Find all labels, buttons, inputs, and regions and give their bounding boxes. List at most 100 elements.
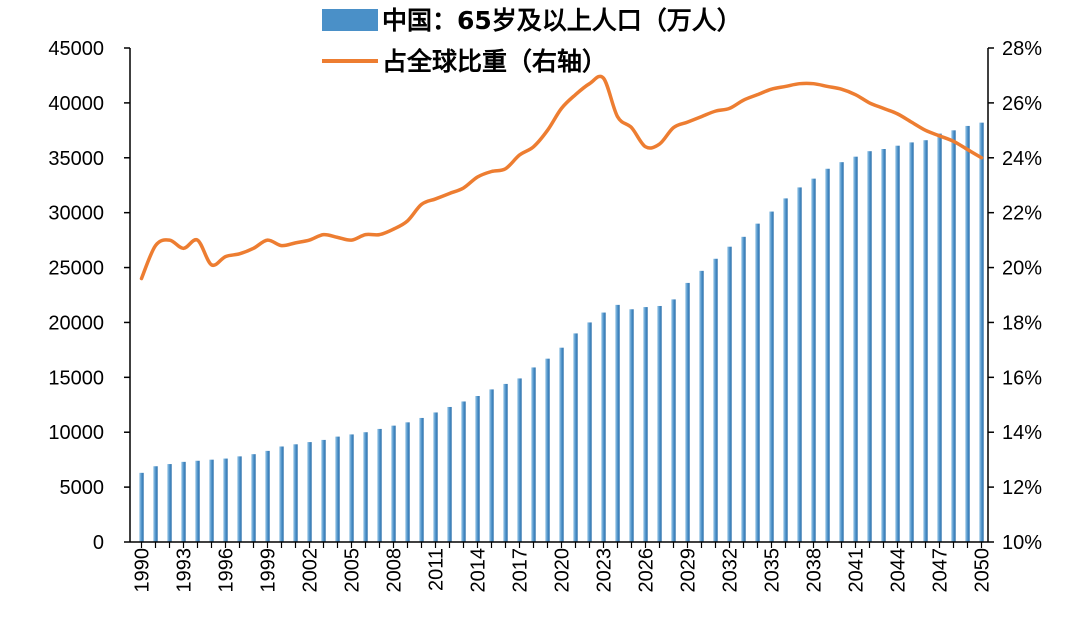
bar-2024: [615, 304, 620, 542]
bar-1992: [167, 464, 172, 542]
right-tick-label: 28%: [1002, 38, 1042, 60]
left-tick-label: 45000: [48, 38, 104, 60]
x-tick-label: 2035: [762, 548, 784, 593]
bar-2031: [713, 258, 718, 542]
bar-2012: [447, 406, 452, 542]
bar-2017: [517, 378, 522, 542]
bar-2002: [307, 442, 312, 542]
legend: 中国：65岁及以上人口（万人） 占全球比重（右轴）: [322, 6, 742, 76]
bar-2001: [293, 444, 298, 542]
x-tick-label: 2017: [510, 548, 532, 593]
right-tick-label: 22%: [1002, 203, 1042, 225]
x-tick-label: 1999: [258, 548, 280, 593]
bar-2010: [419, 417, 424, 542]
bar-2048: [951, 130, 956, 542]
bar-1995: [209, 459, 214, 542]
x-tick-label: 2050: [972, 548, 994, 593]
bar-2005: [349, 434, 354, 542]
bar-2020: [559, 347, 564, 542]
bar-2050: [979, 122, 984, 543]
x-tick-label: 2008: [384, 548, 406, 593]
bar-2028: [671, 299, 676, 542]
bar-2013: [461, 401, 466, 542]
left-tick-label: 25000: [48, 258, 104, 280]
bar-2037: [797, 187, 802, 543]
bar-2033: [741, 236, 746, 542]
bar-2011: [433, 412, 438, 542]
bar-2008: [391, 425, 396, 542]
bar-2042: [867, 151, 872, 542]
bar-1999: [265, 450, 270, 542]
bar-2041: [853, 156, 858, 542]
bar-2047: [937, 133, 942, 542]
bars-layer: [139, 122, 984, 543]
left-tick-label: 5000: [60, 477, 105, 499]
left-tick-label: 20000: [48, 312, 104, 334]
left-tick-label: 15000: [48, 367, 104, 389]
left-tick-label: 35000: [48, 148, 104, 170]
bar-2021: [573, 333, 578, 542]
x-tick-label: 2026: [636, 548, 658, 593]
bar-2027: [657, 305, 662, 542]
axes-layer: 0 5000 10000 15000 20000 25000 30000 35000 40000…: [48, 38, 1042, 593]
bar-2023: [601, 312, 606, 542]
x-tick-label: 1990: [132, 548, 154, 593]
x-tick-label: 2014: [468, 548, 490, 593]
bar-2025: [629, 309, 634, 542]
bar-1990: [139, 472, 144, 542]
bar-2014: [475, 396, 480, 542]
right-tick-label: 16%: [1002, 367, 1042, 389]
x-tick-label: 2038: [804, 548, 826, 593]
right-tick-label: 10%: [1002, 532, 1042, 554]
bar-2003: [321, 439, 326, 542]
x-tick-label: 2029: [678, 548, 700, 593]
legend-line-label: 占全球比重（右轴）: [382, 47, 607, 76]
bar-2036: [783, 198, 788, 542]
bar-2026: [643, 307, 648, 542]
bar-2029: [685, 282, 690, 542]
left-tick-label: 30000: [48, 203, 104, 225]
bar-2022: [587, 322, 592, 542]
bar-2045: [909, 142, 914, 542]
left-tick-label: 40000: [48, 93, 104, 115]
bar-2015: [489, 389, 494, 542]
x-tick-label: 2005: [342, 548, 364, 593]
bar-2035: [769, 211, 774, 542]
bar-1993: [181, 461, 186, 542]
right-tick-label: 18%: [1002, 312, 1042, 334]
x-tick-label: 2044: [888, 548, 910, 593]
bar-2000: [279, 446, 284, 542]
share-line: [139, 74, 984, 281]
line-layer: [139, 74, 984, 281]
right-tick-label: 26%: [1002, 93, 1042, 115]
right-tick-label: 12%: [1002, 477, 1042, 499]
bar-2004: [335, 436, 340, 542]
bar-2006: [363, 432, 368, 542]
legend-bar-label: 中国：65岁及以上人口（万人）: [382, 6, 742, 35]
bar-2039: [825, 168, 830, 542]
bar-2038: [811, 178, 816, 542]
x-tick-label: 2002: [300, 548, 322, 593]
bar-1996: [223, 458, 228, 542]
bar-2016: [503, 383, 508, 542]
bar-2049: [965, 125, 970, 542]
bar-2034: [755, 223, 760, 542]
left-tick-label: 0: [93, 532, 104, 554]
x-tick-label: 2041: [846, 548, 868, 593]
bar-2007: [377, 428, 382, 542]
bar-2046: [923, 140, 928, 542]
left-tick-label: 10000: [48, 422, 104, 444]
bar-2044: [895, 145, 900, 542]
bar-2032: [727, 246, 732, 542]
x-tick-label: 1993: [174, 548, 196, 593]
right-tick-label: 24%: [1002, 148, 1042, 170]
right-tick-label: 20%: [1002, 258, 1042, 280]
bar-2018: [531, 367, 536, 542]
right-tick-label: 14%: [1002, 422, 1042, 444]
x-tick-label: 2023: [594, 548, 616, 593]
x-tick-label: 1996: [216, 548, 238, 593]
bar-2019: [545, 358, 550, 542]
x-tick-label: 2020: [552, 548, 574, 593]
